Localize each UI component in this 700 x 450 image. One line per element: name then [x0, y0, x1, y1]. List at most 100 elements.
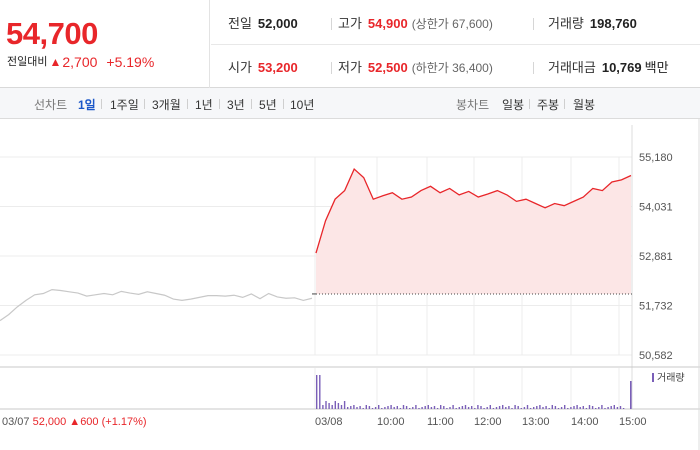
- tab-1year[interactable]: 1년: [195, 98, 213, 112]
- tab-weekly-candle[interactable]: 주봉: [537, 98, 560, 112]
- volume-bar: [480, 406, 482, 409]
- stat-label: 전일: [228, 16, 252, 31]
- stat-label: 거래대금: [548, 60, 596, 75]
- tab-monthly-candle[interactable]: 월봉: [573, 98, 596, 112]
- volume-bar: [464, 405, 467, 409]
- volume-bar: [557, 408, 560, 409]
- volume-bar: [542, 407, 544, 409]
- volume-bar: [337, 403, 340, 409]
- volume-bar: [533, 407, 535, 409]
- volume-bar: [458, 407, 460, 409]
- volume-bar: [610, 406, 612, 409]
- tab-10year[interactable]: 10년: [290, 98, 315, 112]
- volume-bar: [474, 408, 476, 409]
- volume-bar: [384, 407, 386, 409]
- volume-bar: [328, 403, 330, 409]
- volume-bar: [371, 408, 374, 409]
- volume-bar: [508, 406, 510, 409]
- divider: [533, 18, 534, 30]
- stat-value: 53,200: [257, 60, 298, 75]
- change-label: 전일대비: [7, 56, 48, 68]
- volume-bar: [582, 406, 584, 409]
- y-tick-label: 51,732: [639, 300, 673, 312]
- divider: [101, 99, 102, 109]
- tab-daily-candle[interactable]: 일봉: [502, 98, 525, 112]
- stat-label: 시가: [228, 60, 252, 75]
- volume-bar: [560, 407, 563, 409]
- stat-prev-close: 전일 52,000: [228, 15, 298, 33]
- volume-bar: [427, 405, 429, 409]
- volume-bar: [622, 408, 625, 409]
- candle-chart-label: 봉차트: [456, 98, 490, 112]
- volume-bar: [378, 405, 380, 409]
- volume-bar: [440, 405, 442, 409]
- stat-open: 시가 53,200: [228, 59, 298, 77]
- volume-bar: [443, 406, 445, 409]
- current-price: 54,700: [6, 16, 98, 51]
- y-tick-label: 52,881: [639, 251, 673, 263]
- volume-bar: [334, 401, 336, 409]
- divider: [144, 99, 145, 109]
- volume-bar: [514, 405, 516, 409]
- tab-1day[interactable]: 1일: [78, 98, 96, 112]
- volume-bar: [595, 408, 597, 409]
- volume-bar: [619, 406, 622, 409]
- volume-bar: [591, 406, 594, 409]
- y-tick-label: 54,031: [639, 201, 673, 213]
- volume-bar: [477, 405, 479, 409]
- volume-bar: [489, 405, 491, 409]
- volume-bar: [409, 408, 411, 409]
- volume-bar: [368, 406, 371, 409]
- volume-bar: [573, 406, 575, 409]
- y-tick-label: 50,582: [639, 350, 673, 362]
- volume-bar: [502, 405, 504, 409]
- volume-bar: [520, 408, 522, 409]
- prev-day-summary-part: 03/07: [2, 416, 30, 428]
- volume-bar: [492, 408, 495, 409]
- volume-bar: [630, 381, 632, 409]
- tab-1week[interactable]: 1주일: [110, 98, 139, 112]
- x-tick-label: 12:00: [474, 416, 502, 428]
- x-tick-label: 11:00: [427, 416, 454, 428]
- volume-bar: [449, 407, 451, 409]
- volume-bar: [564, 405, 566, 409]
- volume-bar: [570, 407, 572, 409]
- volume-bar: [517, 406, 519, 409]
- tab-3year[interactable]: 3년: [227, 98, 245, 112]
- stat-value: 198,760: [589, 16, 637, 31]
- stat-label: 고가: [338, 16, 362, 31]
- volume-bar: [381, 408, 383, 409]
- change-amount: 2,700: [62, 54, 98, 70]
- stat-limit: (하한가 36,400): [411, 61, 493, 75]
- divider: [331, 62, 332, 74]
- volume-bar: [399, 408, 402, 409]
- stat-label: 거래량: [548, 16, 584, 31]
- change-percent: +5.19%: [106, 54, 155, 70]
- volume-legend-icon: [652, 373, 654, 382]
- prev-day-summary-part: ▲: [66, 416, 80, 428]
- volume-bar: [551, 405, 553, 409]
- divider: [187, 99, 188, 109]
- divider: [211, 44, 700, 45]
- volume-bar: [322, 405, 324, 409]
- volume-bar: [452, 405, 454, 409]
- volume-bar: [455, 408, 457, 409]
- volume-bar: [467, 407, 470, 409]
- divider: [219, 99, 220, 109]
- volume-bar: [396, 406, 398, 409]
- volume-bar: [374, 407, 377, 409]
- tab-5year[interactable]: 5년: [259, 98, 277, 112]
- x-tick-label: 03/08: [315, 416, 343, 428]
- volume-bar: [316, 375, 318, 409]
- volume-bar: [616, 407, 619, 409]
- volume-bar: [461, 406, 464, 409]
- volume-bar: [545, 406, 547, 409]
- up-arrow-icon: ▲: [49, 55, 62, 69]
- volume-bar: [588, 405, 591, 409]
- current-price-box: 54,700 전일대비 ▲ 2,700 +5.19%: [0, 0, 210, 88]
- tab-3month[interactable]: 3개월: [152, 98, 181, 112]
- volume-bar: [598, 407, 600, 409]
- x-tick-label: 10:00: [377, 416, 405, 428]
- prev-day-line: [0, 289, 313, 322]
- volume-bar: [511, 408, 513, 409]
